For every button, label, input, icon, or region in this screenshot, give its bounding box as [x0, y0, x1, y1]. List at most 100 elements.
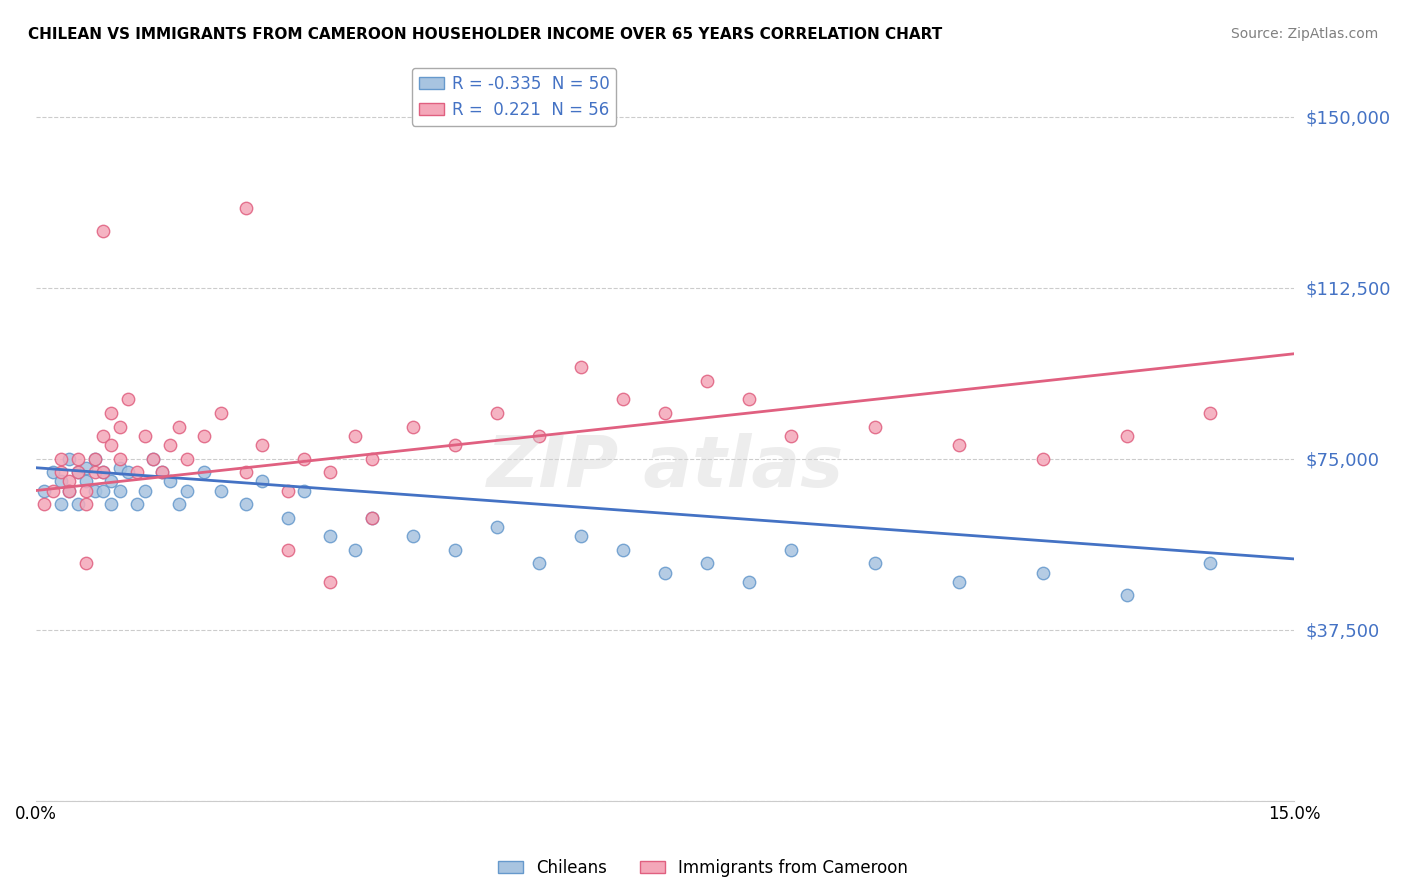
Point: [150, 465, 173, 479]
Point: [277, 542, 299, 557]
Text: CHILEAN VS IMMIGRANTS FROM CAMEROON HOUSEHOLDER INCOME OVER 65 YEARS CORRELATION: CHILEAN VS IMMIGRANTS FROM CAMEROON HOUS…: [28, 27, 942, 42]
Point: [83, 483, 105, 498]
Point: [654, 566, 676, 580]
Point: [738, 574, 761, 589]
Point: [66, 497, 89, 511]
Point: [49, 475, 72, 489]
Point: [125, 465, 148, 479]
Point: [75, 460, 97, 475]
Point: [176, 483, 198, 498]
Point: [235, 497, 257, 511]
Point: [318, 529, 340, 543]
Point: [863, 419, 886, 434]
Point: [58, 475, 80, 489]
Point: [294, 483, 316, 498]
Point: [91, 465, 114, 479]
Point: [125, 497, 148, 511]
Point: [91, 483, 114, 498]
Point: [66, 465, 89, 479]
Point: [91, 429, 114, 443]
Point: [150, 465, 173, 479]
Point: [108, 419, 131, 434]
Point: [402, 529, 425, 543]
Point: [167, 497, 190, 511]
Point: [209, 483, 232, 498]
Point: [1199, 557, 1222, 571]
Point: [117, 392, 139, 407]
Point: [780, 429, 803, 443]
Point: [176, 451, 198, 466]
Point: [738, 392, 761, 407]
Point: [134, 429, 156, 443]
Point: [75, 475, 97, 489]
Point: [100, 475, 122, 489]
Point: [66, 465, 89, 479]
Point: [58, 451, 80, 466]
Point: [948, 438, 970, 452]
Point: [486, 520, 509, 534]
Point: [193, 465, 215, 479]
Point: [142, 451, 165, 466]
Point: [41, 483, 63, 498]
Point: [83, 465, 105, 479]
Point: [486, 406, 509, 420]
Point: [193, 429, 215, 443]
Point: [294, 451, 316, 466]
Point: [83, 451, 105, 466]
Point: [159, 438, 181, 452]
Point: [108, 451, 131, 466]
Point: [360, 511, 382, 525]
Point: [1032, 451, 1054, 466]
Point: [235, 201, 257, 215]
Point: [235, 465, 257, 479]
Point: [75, 497, 97, 511]
Text: Source: ZipAtlas.com: Source: ZipAtlas.com: [1230, 27, 1378, 41]
Point: [108, 483, 131, 498]
Point: [58, 483, 80, 498]
Point: [277, 483, 299, 498]
Point: [167, 419, 190, 434]
Point: [343, 542, 366, 557]
Point: [569, 529, 592, 543]
Point: [252, 438, 274, 452]
Point: [569, 360, 592, 375]
Point: [58, 483, 80, 498]
Point: [34, 483, 56, 498]
Point: [91, 224, 114, 238]
Point: [34, 497, 56, 511]
Text: ZIP atlas: ZIP atlas: [486, 433, 844, 501]
Point: [83, 451, 105, 466]
Point: [100, 497, 122, 511]
Point: [159, 475, 181, 489]
Point: [318, 574, 340, 589]
Point: [277, 511, 299, 525]
Point: [612, 542, 634, 557]
Point: [100, 406, 122, 420]
Point: [343, 429, 366, 443]
Point: [75, 557, 97, 571]
Point: [529, 557, 551, 571]
Point: [100, 438, 122, 452]
Point: [696, 374, 718, 388]
Point: [360, 451, 382, 466]
Point: [142, 451, 165, 466]
Point: [117, 465, 139, 479]
Point: [360, 511, 382, 525]
Point: [49, 497, 72, 511]
Point: [444, 542, 467, 557]
Point: [49, 451, 72, 466]
Point: [1115, 589, 1137, 603]
Point: [75, 483, 97, 498]
Point: [780, 542, 803, 557]
Legend: Chileans, Immigrants from Cameroon: Chileans, Immigrants from Cameroon: [491, 853, 915, 884]
Point: [252, 475, 274, 489]
Point: [612, 392, 634, 407]
Point: [108, 460, 131, 475]
Point: [1032, 566, 1054, 580]
Point: [529, 429, 551, 443]
Point: [49, 465, 72, 479]
Legend: R = -0.335  N = 50, R =  0.221  N = 56: R = -0.335 N = 50, R = 0.221 N = 56: [412, 68, 616, 126]
Point: [654, 406, 676, 420]
Point: [948, 574, 970, 589]
Point: [696, 557, 718, 571]
